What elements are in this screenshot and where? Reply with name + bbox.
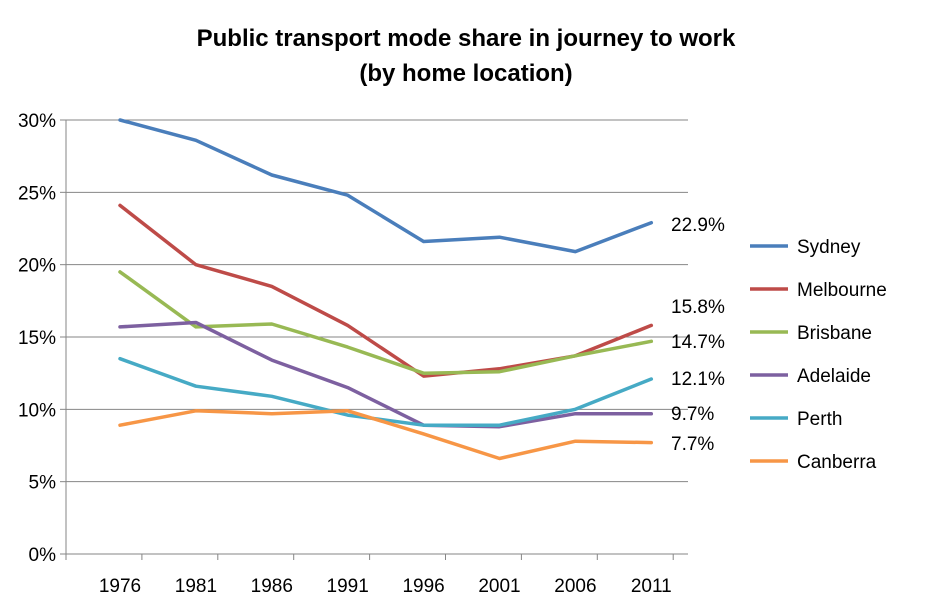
y-tick-label: 25% xyxy=(18,183,56,204)
x-tick-label: 1991 xyxy=(327,576,369,597)
end-label-canberra: 7.7% xyxy=(671,434,714,455)
gridlines xyxy=(60,119,688,560)
legend-label-melbourne: Melbourne xyxy=(797,280,887,301)
end-label-adelaide: 12.1% xyxy=(671,369,725,390)
legend: Sydney Melbourne Brisbane Adelaide Perth Canb… xyxy=(750,237,887,473)
legend-label-canberra: Canberra xyxy=(797,452,877,473)
legend-label-sydney: Sydney xyxy=(797,237,861,258)
series-line-canberra xyxy=(118,409,654,461)
series-line-melbourne xyxy=(118,203,654,378)
end-label-melbourne: 15.8% xyxy=(671,297,725,318)
series-line-perth xyxy=(118,356,654,427)
series-lines xyxy=(118,118,654,461)
series-line-sydney xyxy=(118,118,654,254)
end-label-perth: 9.7% xyxy=(671,404,714,425)
chart-subtitle: (by home location) xyxy=(359,60,572,87)
x-tick-label: 1976 xyxy=(99,576,141,597)
legend-label-brisbane: Brisbane xyxy=(797,323,872,344)
x-tick-label: 2001 xyxy=(478,576,520,597)
legend-label-perth: Perth xyxy=(797,409,842,430)
chart-title: Public transport mode share in journey t… xyxy=(197,25,736,52)
x-tick-label: 1981 xyxy=(175,576,217,597)
y-tick-label: 15% xyxy=(18,328,56,349)
y-tick-label: 30% xyxy=(18,111,56,132)
x-tick-label: 2006 xyxy=(554,576,596,597)
legend-label-adelaide: Adelaide xyxy=(797,366,871,387)
y-tick-label: 10% xyxy=(18,400,56,421)
series-line-brisbane xyxy=(118,270,654,375)
x-tick-label: 1996 xyxy=(402,576,444,597)
series-line-adelaide xyxy=(118,320,654,429)
y-axis-ticks: 0% 5% 10% 15% 20% 25% 30% xyxy=(18,111,56,566)
end-label-brisbane: 14.7% xyxy=(671,332,725,353)
y-tick-label: 0% xyxy=(29,545,57,566)
x-tick-label: 2011 xyxy=(631,576,672,597)
y-tick-label: 5% xyxy=(29,473,57,494)
x-tick-label: 1986 xyxy=(251,576,293,597)
x-axis-ticks: 1976 1981 1986 1991 1996 2001 2006 2011 xyxy=(99,576,672,597)
end-labels: 22.9% 15.8% 14.7% 12.1% 9.7% 7.7% xyxy=(671,215,725,455)
y-tick-label: 20% xyxy=(18,256,56,277)
end-label-sydney: 22.9% xyxy=(671,215,725,236)
